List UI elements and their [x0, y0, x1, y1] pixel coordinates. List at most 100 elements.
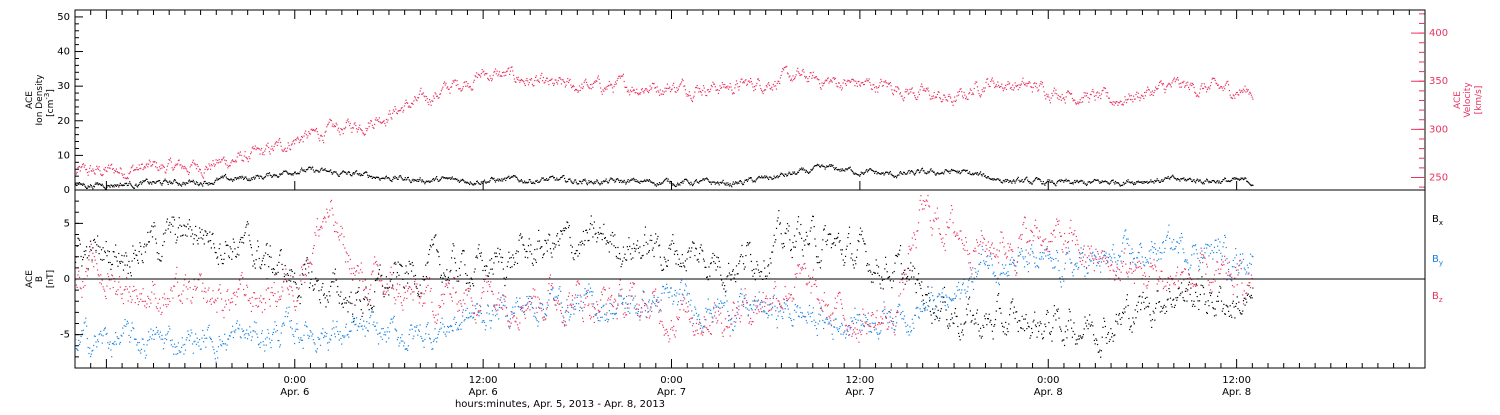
density-series-point	[904, 173, 906, 175]
by-series-point	[428, 333, 430, 335]
density-series-point	[416, 180, 418, 182]
velocity-series-point	[890, 85, 892, 87]
density-series-point	[892, 175, 895, 177]
velocity-series-point	[526, 77, 528, 80]
bx-series-point	[444, 276, 446, 278]
velocity-series-point	[863, 83, 865, 86]
by-series-point	[395, 329, 397, 331]
density-series-point	[1246, 180, 1249, 183]
density-series-point	[601, 182, 603, 185]
density-series-point	[265, 174, 267, 176]
bx-series-point	[593, 221, 596, 223]
velocity-series-point	[190, 164, 192, 166]
velocity-series-point	[75, 171, 77, 173]
density-series-point	[213, 183, 215, 185]
velocity-series-point	[852, 79, 855, 81]
density-series-point	[115, 185, 118, 187]
bx-series-point	[807, 243, 809, 245]
by-series-point	[147, 331, 150, 333]
velocity-series-point	[118, 172, 120, 174]
density-series-point	[512, 176, 514, 178]
velocity-series-point	[147, 163, 150, 165]
velocity-series-point	[819, 83, 821, 85]
density-series-point	[142, 180, 144, 182]
bx-series-point	[177, 236, 179, 238]
velocity-series-point	[338, 131, 340, 133]
bx-series-point	[262, 257, 264, 259]
bx-series-point	[932, 308, 934, 310]
velocity-series-point	[202, 176, 204, 178]
by-series-point	[247, 333, 249, 335]
density-series-point	[112, 184, 114, 187]
by-series-point	[375, 329, 377, 331]
by-series-point	[358, 326, 360, 328]
bx-series-point	[1001, 322, 1003, 324]
bx-series-point	[493, 262, 495, 264]
density-series-point	[445, 177, 447, 180]
density-series-point	[555, 179, 557, 181]
bx-series-point	[1091, 321, 1093, 323]
velocity-series-point	[1181, 81, 1183, 83]
density-series-point	[154, 182, 156, 184]
density-series-point	[868, 169, 870, 171]
by-series-point	[242, 330, 244, 333]
by-series-point	[407, 349, 409, 352]
bx-series-point	[458, 267, 461, 269]
density-series-point	[705, 178, 707, 180]
density-series-point	[96, 183, 98, 185]
by-series-point	[180, 346, 183, 348]
density-series-point	[1167, 175, 1169, 178]
velocity-series-point	[1040, 81, 1042, 83]
velocity-series-point	[965, 97, 967, 100]
by-series-point	[146, 344, 148, 346]
density-series-point	[370, 175, 373, 177]
velocity-series-point	[801, 74, 803, 76]
density-series-point	[346, 173, 348, 175]
velocity-series-point	[992, 80, 994, 82]
density-series-point	[660, 183, 662, 185]
bx-series-point	[718, 260, 720, 262]
by-series-point	[235, 329, 237, 331]
by-series-point	[295, 328, 297, 330]
bx-series-point	[655, 241, 658, 243]
density-series-point	[683, 180, 685, 182]
bx-series-point	[775, 227, 778, 230]
by-series-point	[315, 351, 318, 353]
velocity-series-point	[995, 84, 997, 86]
velocity-series-point	[1158, 84, 1160, 87]
velocity-series-point	[830, 80, 833, 82]
velocity-series-point	[744, 80, 746, 82]
bx-series-point	[939, 317, 941, 319]
density-series-point	[774, 177, 776, 179]
bx-series-point	[1031, 332, 1033, 334]
velocity-series-point	[330, 120, 333, 122]
velocity-series-point	[954, 100, 957, 103]
density-series-point	[587, 182, 589, 184]
bx-series-point	[76, 245, 78, 247]
density-series-point	[195, 181, 198, 183]
density-series-point	[84, 185, 86, 187]
velocity-series-point	[899, 93, 901, 95]
density-series-point	[171, 183, 173, 185]
bx-series-point	[428, 253, 430, 256]
density-series-point	[425, 180, 428, 182]
density-series-point	[906, 172, 909, 174]
bx-series-point	[220, 258, 223, 260]
velocity-series-point	[1019, 86, 1021, 89]
bx-series-point	[528, 238, 530, 240]
bx-series-point	[687, 251, 689, 253]
density-series-point	[1175, 178, 1177, 180]
velocity-series-point	[323, 135, 326, 137]
velocity-series-point	[444, 84, 446, 86]
bx-series-point	[1171, 306, 1173, 308]
density-series-point	[892, 174, 894, 177]
density-series-point	[431, 180, 433, 182]
bx-series-point	[1115, 313, 1117, 316]
velocity-series-point	[1203, 83, 1205, 85]
bx-series-point	[1044, 323, 1046, 325]
velocity-series-point	[773, 85, 775, 87]
density-series-point	[521, 180, 523, 182]
velocity-series-point	[474, 75, 476, 77]
velocity-series-point	[779, 82, 781, 85]
velocity-series-point	[456, 80, 458, 82]
